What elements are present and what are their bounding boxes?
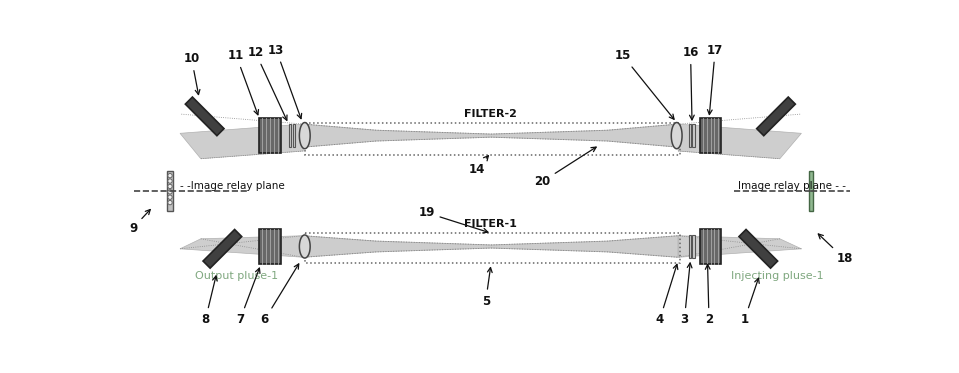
Polygon shape (180, 124, 303, 159)
Text: 9: 9 (129, 210, 151, 235)
Bar (689, 235, 690, 258)
Bar (259, 118, 281, 153)
Text: 5: 5 (481, 267, 492, 308)
Bar (700, 229, 721, 264)
Text: 3: 3 (680, 263, 692, 326)
Text: 2: 2 (705, 264, 713, 326)
Polygon shape (678, 124, 802, 159)
Bar (689, 124, 690, 147)
Text: - -Image relay plane: - -Image relay plane (180, 181, 285, 191)
Polygon shape (303, 124, 678, 147)
Bar (692, 124, 694, 147)
Polygon shape (299, 235, 310, 258)
Circle shape (168, 195, 173, 200)
Text: 11: 11 (228, 49, 259, 115)
Text: 14: 14 (468, 156, 488, 176)
Bar (305, 123, 680, 155)
Polygon shape (671, 122, 682, 149)
Text: 10: 10 (183, 52, 199, 95)
Bar (167, 171, 173, 211)
Circle shape (168, 200, 173, 205)
Text: 8: 8 (201, 276, 217, 326)
Text: 12: 12 (247, 46, 287, 120)
Polygon shape (299, 122, 310, 149)
Circle shape (168, 190, 173, 194)
Text: Injecting pluse-1: Injecting pluse-1 (731, 271, 823, 281)
Text: FILTER-1: FILTER-1 (464, 219, 517, 229)
Bar (259, 229, 281, 264)
Circle shape (168, 179, 173, 183)
Circle shape (168, 173, 173, 178)
Text: 1: 1 (740, 278, 760, 326)
Text: 13: 13 (269, 44, 302, 119)
Bar (292, 124, 295, 147)
Polygon shape (303, 236, 678, 257)
Text: 4: 4 (656, 264, 678, 326)
Bar (809, 171, 813, 211)
Text: 6: 6 (261, 264, 299, 326)
Polygon shape (185, 97, 224, 136)
Text: FILTER-2: FILTER-2 (464, 109, 517, 119)
Text: 17: 17 (707, 44, 723, 115)
Text: Output pluse-1: Output pluse-1 (196, 271, 278, 281)
Text: Image relay plane - -: Image relay plane - - (738, 181, 846, 191)
Bar (289, 124, 292, 147)
Text: 7: 7 (236, 268, 260, 326)
Polygon shape (757, 97, 795, 136)
Text: 18: 18 (818, 234, 853, 265)
Polygon shape (739, 229, 778, 268)
Text: 15: 15 (615, 49, 674, 119)
Circle shape (168, 184, 173, 189)
Bar (305, 233, 680, 263)
Polygon shape (180, 236, 303, 257)
Text: 20: 20 (534, 147, 596, 188)
Text: 16: 16 (683, 46, 699, 120)
Bar (692, 235, 694, 258)
Polygon shape (203, 229, 242, 268)
Bar (700, 118, 721, 153)
Text: 19: 19 (418, 206, 488, 233)
Polygon shape (678, 236, 802, 257)
